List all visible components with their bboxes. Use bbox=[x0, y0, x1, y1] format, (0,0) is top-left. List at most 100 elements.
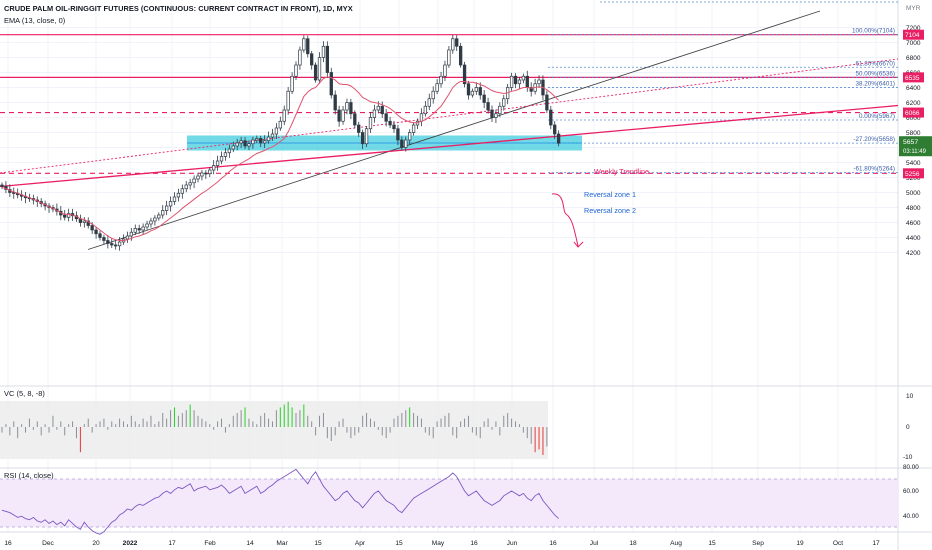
vc-bar bbox=[397, 415, 399, 427]
candle-down bbox=[455, 38, 459, 47]
vc-bar bbox=[483, 421, 485, 427]
rsi-band bbox=[0, 479, 898, 527]
vc-bar bbox=[185, 410, 187, 427]
candle-down bbox=[325, 45, 330, 73]
candle-down bbox=[106, 240, 110, 244]
time-label: May bbox=[432, 540, 445, 547]
candle-down bbox=[137, 228, 141, 231]
vc-bar bbox=[307, 415, 309, 427]
vc-tick: 0 bbox=[906, 424, 910, 431]
vc-bar bbox=[134, 421, 136, 427]
time-label: 16 bbox=[4, 540, 12, 547]
candle-up bbox=[411, 124, 416, 133]
candle-down bbox=[482, 94, 486, 103]
candle-up bbox=[302, 38, 306, 51]
vc-bar bbox=[221, 418, 223, 427]
candle-up bbox=[82, 220, 86, 223]
vc-bar bbox=[401, 413, 403, 427]
vc-bar bbox=[319, 415, 321, 427]
candle-up bbox=[192, 178, 196, 184]
fib-label: 61.80%(6670) bbox=[855, 60, 895, 67]
fib-label: 100.00%(7104) bbox=[852, 28, 895, 35]
vc-bar bbox=[154, 424, 156, 427]
rsi-legend[interactable]: RSI (14, close) bbox=[4, 471, 54, 480]
vc-bar bbox=[413, 413, 415, 427]
price-tick: 6200 bbox=[906, 100, 921, 107]
chart-title[interactable]: CRUDE PALM OIL-RINGGIT FUTURES (CONTINUO… bbox=[4, 4, 353, 13]
candle-up bbox=[521, 75, 526, 81]
candle-up bbox=[184, 184, 188, 190]
candle-up bbox=[298, 49, 302, 66]
price-badge-label: 6066 bbox=[905, 110, 920, 117]
candle-down bbox=[486, 102, 490, 111]
vc-bar bbox=[464, 418, 466, 427]
last-price-countdown: 03:11:49 bbox=[903, 149, 927, 155]
vc-bar bbox=[389, 427, 391, 433]
vc-bar bbox=[432, 427, 434, 439]
reversal-zone-2-label: Reversal zone 2 bbox=[584, 206, 636, 215]
ema-legend[interactable]: EMA (13, close, 0) bbox=[4, 16, 66, 25]
vc-bar bbox=[546, 427, 548, 447]
indicator-bands bbox=[0, 401, 898, 528]
vc-bar bbox=[1, 427, 3, 433]
vc-bar bbox=[295, 413, 297, 427]
weekly-trendline bbox=[0, 104, 899, 188]
candle-up bbox=[145, 223, 149, 228]
vc-bar bbox=[409, 407, 411, 427]
vc-bar bbox=[248, 418, 250, 427]
vc-bar bbox=[111, 421, 113, 427]
vc-bar bbox=[377, 427, 379, 430]
candle-up bbox=[443, 64, 447, 77]
time-axis[interactable]: 16 Dec 20 2022 17 Feb 14 Mar 15 Apr 15 May 16 Jun 16 Ju… bbox=[4, 540, 880, 547]
price-badge-label: 6535 bbox=[905, 75, 920, 82]
vc-bar bbox=[79, 427, 81, 453]
ema-line bbox=[1, 76, 559, 241]
vc-bar bbox=[405, 410, 407, 427]
vc-bar bbox=[530, 427, 532, 444]
candle-down bbox=[556, 133, 561, 144]
candle-down bbox=[388, 120, 392, 126]
candle-up bbox=[227, 148, 232, 154]
rsi-tick: 80.00 bbox=[903, 464, 919, 471]
vc-bar bbox=[268, 418, 270, 427]
candle-down bbox=[114, 244, 118, 247]
candle-down bbox=[400, 139, 404, 148]
vc-bar bbox=[507, 413, 509, 427]
vc-bar bbox=[283, 404, 285, 427]
candle-up bbox=[153, 217, 157, 222]
candlesticks bbox=[0, 35, 561, 251]
vc-bar bbox=[173, 407, 175, 427]
time-label: 16 bbox=[549, 540, 557, 547]
vc-bar bbox=[515, 421, 517, 427]
vc-bar bbox=[64, 427, 66, 436]
candle-up bbox=[537, 79, 541, 85]
fib-retracement: 100.00%(7104) 61.80%(6670) 50.00%(6536) 38.… bbox=[548, 1, 898, 174]
vc-bar bbox=[126, 424, 128, 427]
vc-bar bbox=[256, 424, 258, 427]
candle-up bbox=[451, 38, 455, 51]
price-tick: 4600 bbox=[906, 220, 921, 227]
vc-bar bbox=[495, 421, 497, 427]
time-label: 14 bbox=[246, 540, 254, 547]
vc-bar bbox=[362, 415, 364, 427]
vc-bar bbox=[162, 413, 164, 427]
candle-up bbox=[251, 139, 255, 145]
price-axis[interactable]: MYR7200700068006600640062006000580056005… bbox=[899, 5, 932, 520]
vc-bar bbox=[526, 427, 528, 439]
time-label: Dec bbox=[42, 540, 54, 547]
vc-histogram bbox=[1, 401, 548, 455]
candle-down bbox=[329, 72, 333, 96]
reversal-zone-1-label: Reversal zone 1 bbox=[584, 190, 636, 199]
candle-down bbox=[466, 83, 471, 96]
candle-up bbox=[255, 138, 259, 141]
vc-bar bbox=[142, 418, 144, 427]
vc-bar bbox=[52, 415, 54, 427]
vc-bar bbox=[209, 424, 211, 427]
vc-bar bbox=[119, 418, 121, 427]
vc-bar bbox=[287, 401, 289, 427]
vc-bar bbox=[177, 415, 179, 427]
vc-legend[interactable]: VC (5, 8, -8) bbox=[4, 389, 45, 398]
vc-bar bbox=[158, 421, 160, 427]
time-label: 15 bbox=[314, 540, 322, 547]
